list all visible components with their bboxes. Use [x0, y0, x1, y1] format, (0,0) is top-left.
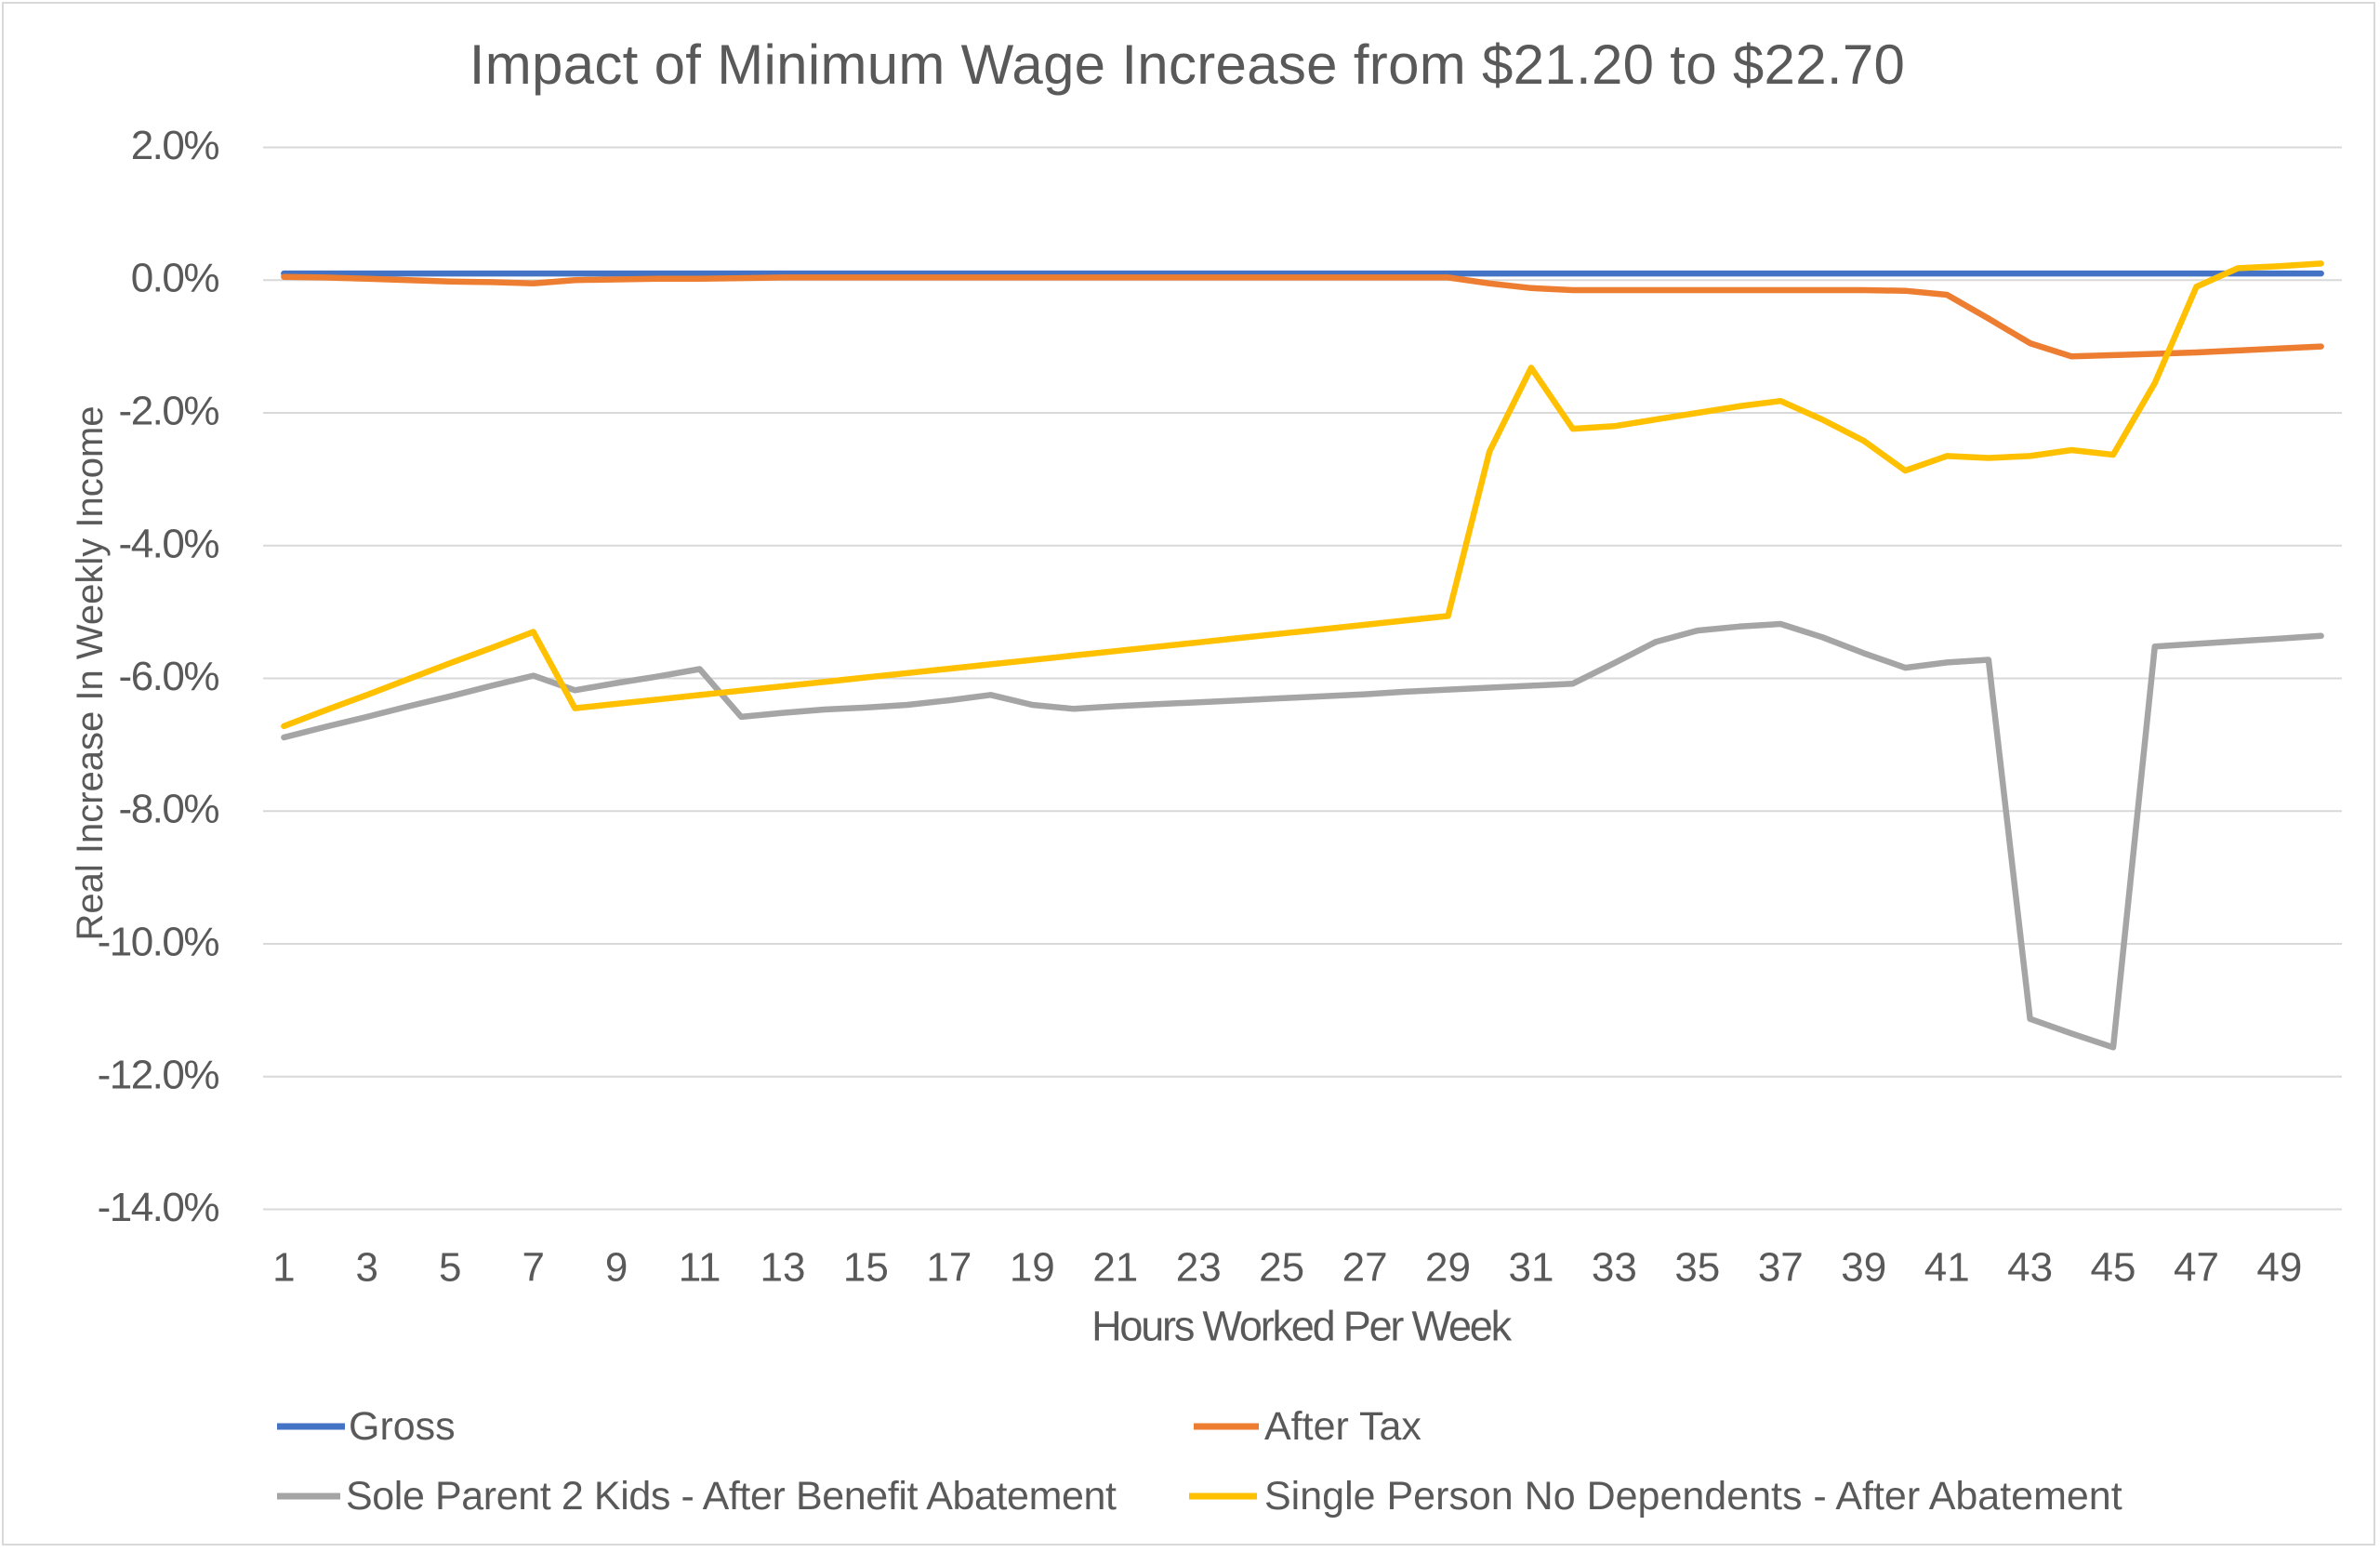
svg-text:9: 9 [605, 1245, 628, 1291]
svg-text:Real Increase In Weekly Income: Real Increase In Weekly Income [70, 405, 111, 940]
svg-text:Single Person No Dependents -: Single Person No Dependents - After Abat… [1264, 1474, 2122, 1519]
svg-text:0.0%: 0.0% [131, 256, 219, 301]
svg-text:37: 37 [1758, 1245, 1804, 1291]
svg-text:43: 43 [2007, 1245, 2053, 1291]
svg-text:Sole Parent 2 Kids - After Ben: Sole Parent 2 Kids - After Benefit Abate… [346, 1474, 1117, 1519]
svg-text:27: 27 [1342, 1245, 1388, 1291]
svg-text:19: 19 [1010, 1245, 1055, 1291]
svg-text:3: 3 [356, 1245, 378, 1291]
svg-text:2.0%: 2.0% [131, 123, 219, 168]
svg-text:21: 21 [1092, 1245, 1138, 1291]
svg-text:25: 25 [1259, 1245, 1304, 1291]
svg-text:45: 45 [2091, 1245, 2136, 1291]
svg-text:39: 39 [1841, 1245, 1886, 1291]
svg-text:31: 31 [1509, 1245, 1554, 1291]
svg-text:-4.0%: -4.0% [119, 521, 219, 566]
svg-text:After Tax: After Tax [1264, 1404, 1421, 1449]
svg-text:23: 23 [1176, 1245, 1222, 1291]
svg-text:7: 7 [522, 1245, 544, 1291]
svg-text:33: 33 [1592, 1245, 1637, 1291]
svg-text:-14.0%: -14.0% [98, 1185, 219, 1230]
svg-text:-8.0%: -8.0% [119, 787, 219, 832]
svg-text:-2.0%: -2.0% [119, 389, 219, 434]
svg-text:17: 17 [926, 1245, 972, 1291]
svg-text:1: 1 [272, 1245, 295, 1291]
svg-text:29: 29 [1425, 1245, 1471, 1291]
svg-text:5: 5 [439, 1245, 461, 1291]
svg-text:15: 15 [843, 1245, 889, 1291]
svg-text:-10.0%: -10.0% [98, 920, 219, 965]
svg-text:49: 49 [2256, 1245, 2302, 1291]
svg-text:11: 11 [679, 1245, 721, 1291]
svg-text:-6.0%: -6.0% [119, 654, 219, 699]
svg-text:Gross: Gross [349, 1404, 456, 1449]
svg-text:35: 35 [1674, 1245, 1720, 1291]
svg-text:13: 13 [760, 1245, 806, 1291]
svg-text:47: 47 [2174, 1245, 2219, 1291]
svg-text:Impact of Minimum Wage Increas: Impact of Minimum Wage Increase from $21… [469, 33, 1905, 96]
svg-text:Hours Worked Per Week: Hours Worked Per Week [1091, 1303, 1513, 1350]
svg-text:41: 41 [1924, 1245, 1970, 1291]
svg-text:-12.0%: -12.0% [98, 1052, 219, 1097]
